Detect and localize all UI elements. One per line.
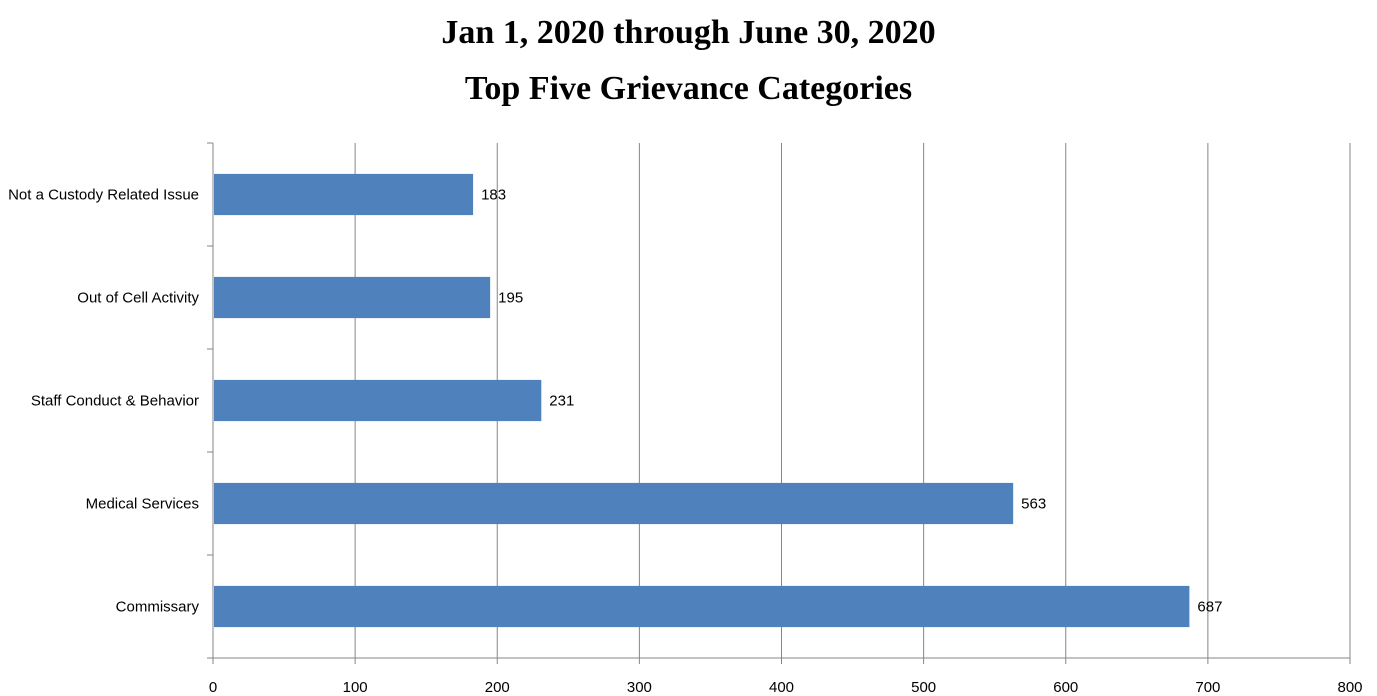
category-label: Commissary <box>116 599 200 616</box>
category-label: Medical Services <box>86 496 199 513</box>
x-tick-label: 800 <box>1337 679 1362 696</box>
x-tick-label: 700 <box>1195 679 1220 696</box>
category-label: Staff Conduct & Behavior <box>31 393 199 410</box>
x-tick-label: 500 <box>911 679 936 696</box>
x-tick-label: 100 <box>343 679 368 696</box>
bar <box>214 482 1014 525</box>
bar <box>214 585 1190 628</box>
bar <box>214 276 491 319</box>
bars <box>214 173 1190 628</box>
gridlines <box>354 143 1351 658</box>
data-label: 687 <box>1197 599 1222 616</box>
x-tick-label: 600 <box>1053 679 1078 696</box>
data-label: 183 <box>481 187 506 204</box>
chart-subtitle: Top Five Grievance Categories <box>464 70 913 107</box>
bar <box>214 173 474 216</box>
bar <box>214 379 542 422</box>
x-tick-label: 300 <box>627 679 652 696</box>
x-tick-label: 400 <box>769 679 794 696</box>
labels: 0 100 200 300 400 500 600 700 800 Not a Custody R… <box>8 187 1362 696</box>
category-label: Not a Custody Related Issue <box>8 187 199 204</box>
category-label: Out of Cell Activity <box>77 290 199 307</box>
x-tick-label: 0 <box>209 679 217 696</box>
data-label: 231 <box>549 393 574 410</box>
x-tick-label: 200 <box>485 679 510 696</box>
axes <box>207 142 1351 664</box>
data-label: 563 <box>1021 496 1046 513</box>
data-label: 195 <box>498 290 523 307</box>
chart-title: Jan 1, 2020 through June 30, 2020 <box>441 14 936 51</box>
